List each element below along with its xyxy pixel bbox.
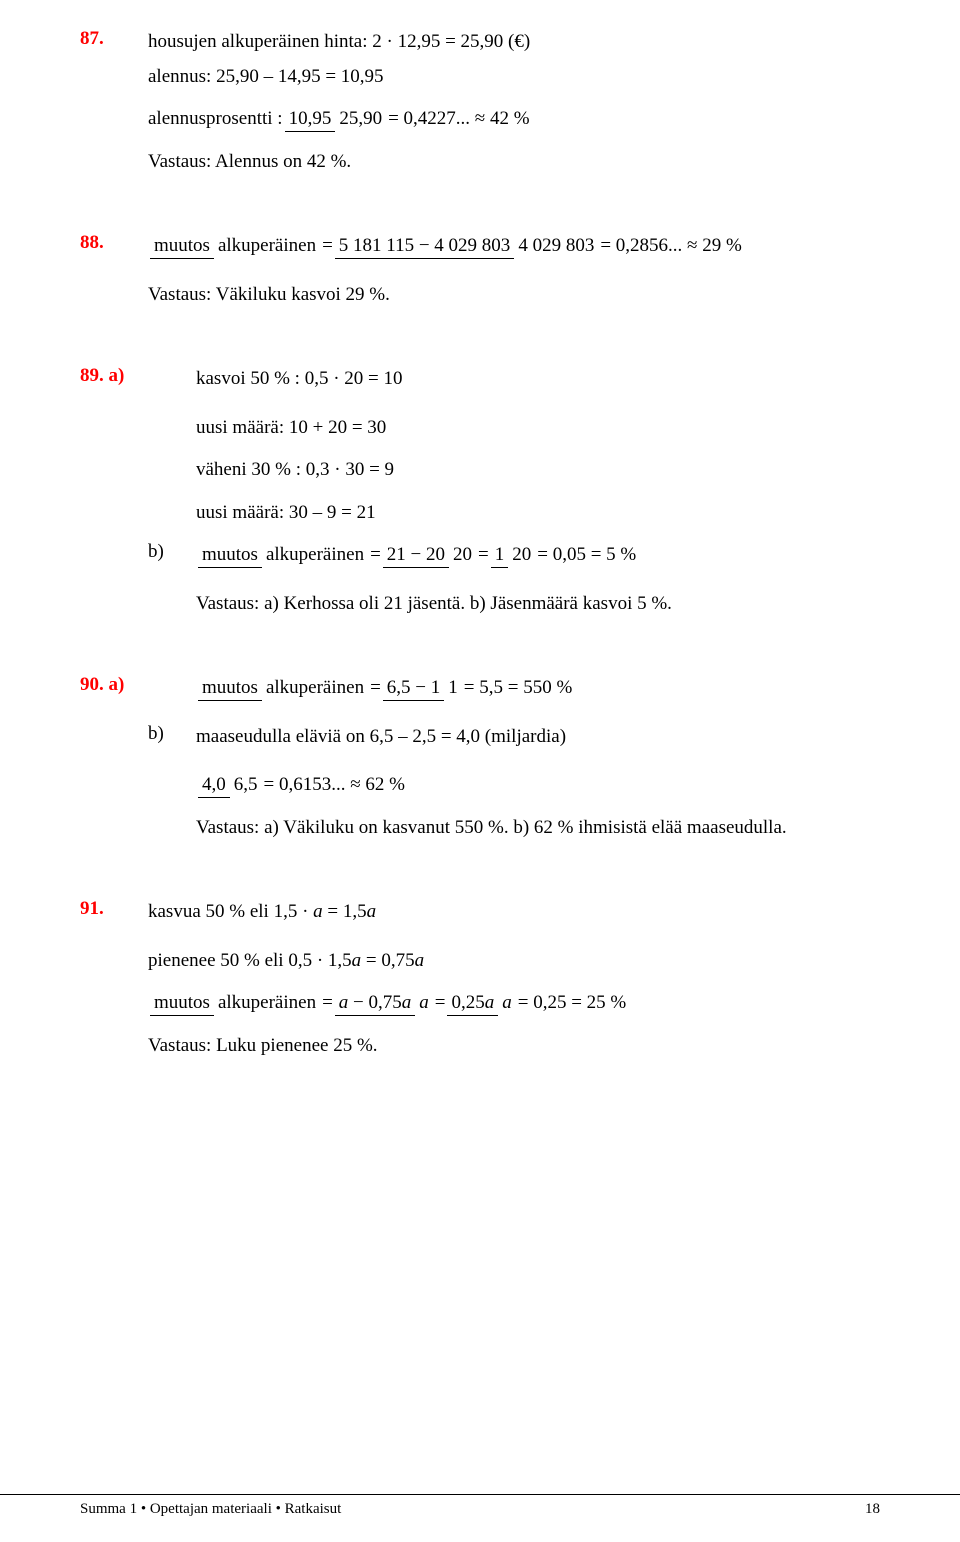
equation-label: alennusprosentti : <box>148 105 283 134</box>
fraction-numerator: 5 181 115 − 4 029 803 <box>335 234 515 259</box>
answer-line: Vastaus: a) Kerhossa oli 21 jäsentä. b) … <box>196 590 880 619</box>
equation-line: muutos alkuperäinen = a − 0,75a a = 0,25… <box>148 989 880 1018</box>
problem-line: uusi määrä: 30 – 9 = 21 <box>196 499 880 528</box>
fraction: 0,25a a <box>447 991 515 1016</box>
fraction-denominator: 1 <box>444 676 462 700</box>
problem-91: 91. kasvua 50 % eli 1,5 · a = 1,5a piene… <box>80 898 880 1060</box>
problem-89: 89. a) kasvoi 50 % : 0,5 · 20 = 10 uusi … <box>80 365 880 618</box>
equals-sign: = <box>370 674 381 703</box>
answer-line: Vastaus: Luku pienenee 25 %. <box>148 1032 880 1061</box>
text-fragment: kasvua 50 % eli 1,5 · <box>148 901 313 922</box>
fraction: muutos alkuperäinen <box>198 543 368 568</box>
problem-number: 91. <box>80 898 148 920</box>
fraction-denominator: alkuperäinen <box>262 543 368 567</box>
answer-line: Vastaus: Alennus on 42 %. <box>148 148 880 177</box>
fraction-numerator: a − 0,75a <box>335 991 415 1016</box>
equation-line: muutos alkuperäinen = 5 181 115 − 4 029 … <box>148 232 742 261</box>
fraction-numerator: 4,0 <box>198 773 230 798</box>
fraction: 4,0 6,5 <box>198 773 262 798</box>
equation-rhs: = 0,2856... ≈ 29 % <box>600 232 741 261</box>
fraction: 1 20 <box>491 543 536 568</box>
variable: a <box>402 992 412 1013</box>
fraction: 6,5 − 1 1 <box>383 676 462 701</box>
answer-line: Vastaus: Väkiluku kasvoi 29 %. <box>148 281 880 310</box>
equation-rhs: = 0,4227... ≈ 42 % <box>388 105 529 134</box>
problem-line: housujen alkuperäinen hinta: 2 · 12,95 =… <box>148 28 530 57</box>
fraction-denominator: alkuperäinen <box>262 676 368 700</box>
text-fragment: pienenee 50 % eli 0,5 · 1,5 <box>148 950 352 971</box>
subpart-label: b) <box>148 723 196 745</box>
equation-rhs: = 0,05 = 5 % <box>537 541 636 570</box>
problem-87: 87. housujen alkuperäinen hinta: 2 · 12,… <box>80 28 880 176</box>
fraction: 5 181 115 − 4 029 803 4 029 803 <box>335 234 599 259</box>
problem-line: kasvoi 50 % : 0,5 · 20 = 10 <box>196 365 403 394</box>
equals-sign: = <box>478 541 489 570</box>
text-fragment: = 1,5 <box>323 901 367 922</box>
fraction-denominator: 20 <box>508 543 535 567</box>
fraction-denominator: alkuperäinen <box>214 991 320 1015</box>
variable: a <box>313 901 323 922</box>
fraction: muutos alkuperäinen <box>198 676 368 701</box>
fraction-numerator: muutos <box>150 234 214 259</box>
page: 87. housujen alkuperäinen hinta: 2 · 12,… <box>0 0 960 1542</box>
fraction: muutos alkuperäinen <box>150 991 320 1016</box>
fraction-numerator: muutos <box>198 543 262 568</box>
problem-number: 89. a) <box>80 365 196 387</box>
equals-sign: = <box>322 989 333 1018</box>
footer-left: Summa 1 • Opettajan materiaali • Ratkais… <box>80 1501 341 1518</box>
problem-line: kasvua 50 % eli 1,5 · a = 1,5a <box>148 898 376 927</box>
problem-number: 87. <box>80 28 148 50</box>
problem-line: maaseudulla eläviä on 6,5 – 2,5 = 4,0 (m… <box>196 723 566 752</box>
fraction-numerator: 1 <box>491 543 509 568</box>
variable: a <box>485 992 495 1013</box>
variable: a <box>352 950 362 971</box>
fraction-denominator: 4 029 803 <box>514 234 598 258</box>
fraction: a − 0,75a a <box>335 991 433 1016</box>
problem-88: 88. muutos alkuperäinen = 5 181 115 − 4 … <box>80 232 880 309</box>
text-fragment: − 0,75 <box>348 992 401 1013</box>
variable: a <box>367 901 377 922</box>
equals-sign: = <box>435 989 446 1018</box>
equation-line: alennusprosentti : 10,95 25,90 = 0,4227.… <box>148 105 880 134</box>
equals-sign: = <box>370 541 381 570</box>
problem-number: 90. a) <box>80 674 196 696</box>
fraction-numerator: 6,5 − 1 <box>383 676 444 701</box>
fraction: 21 − 20 20 <box>383 543 476 568</box>
fraction: 10,95 25,90 <box>285 107 387 132</box>
page-footer: Summa 1 • Opettajan materiaali • Ratkais… <box>0 1494 960 1518</box>
equation-line: 4,0 6,5 = 0,6153... ≈ 62 % <box>196 771 880 800</box>
fraction-numerator: muutos <box>198 676 262 701</box>
variable: a <box>415 950 425 971</box>
fraction-numerator: muutos <box>150 991 214 1016</box>
fraction-denominator: a <box>498 991 516 1015</box>
page-number: 18 <box>865 1501 880 1518</box>
fraction-denominator: a <box>415 991 433 1015</box>
problem-line: pienenee 50 % eli 0,5 · 1,5a = 0,75a <box>148 947 880 976</box>
fraction-denominator: 20 <box>449 543 476 567</box>
fraction: muutos alkuperäinen <box>150 234 320 259</box>
fraction-numerator: 21 − 20 <box>383 543 449 568</box>
text-fragment: = 0,75 <box>361 950 414 971</box>
answer-line: Vastaus: a) Väkiluku on kasvanut 550 %. … <box>196 814 880 843</box>
equation-line: muutos alkuperäinen = 6,5 − 1 1 = 5,5 = … <box>196 674 572 703</box>
equation-rhs: = 0,25 = 25 % <box>518 989 627 1018</box>
equation-line: muutos alkuperäinen = 21 − 20 20 = 1 20 … <box>196 541 636 570</box>
fraction-denominator: 25,90 <box>335 107 386 131</box>
equation-rhs: = 5,5 = 550 % <box>464 674 573 703</box>
problem-line: väheni 30 % : 0,3 · 30 = 9 <box>196 456 880 485</box>
problem-line: alennus: 25,90 – 14,95 = 10,95 <box>148 63 880 92</box>
fraction-numerator: 0,25a <box>447 991 498 1016</box>
fraction-numerator: 10,95 <box>285 107 336 132</box>
fraction-denominator: alkuperäinen <box>214 234 320 258</box>
equation-rhs: = 0,6153... ≈ 62 % <box>264 771 405 800</box>
problem-90: 90. a) muutos alkuperäinen = 6,5 − 1 1 =… <box>80 674 880 842</box>
variable: a <box>339 992 349 1013</box>
equals-sign: = <box>322 232 333 261</box>
fraction-denominator: 6,5 <box>230 773 262 797</box>
problem-line: uusi määrä: 10 + 20 = 30 <box>196 414 880 443</box>
text-fragment: 0,25 <box>451 992 484 1013</box>
problem-number: 88. <box>80 232 148 254</box>
subpart-label: b) <box>148 541 196 563</box>
